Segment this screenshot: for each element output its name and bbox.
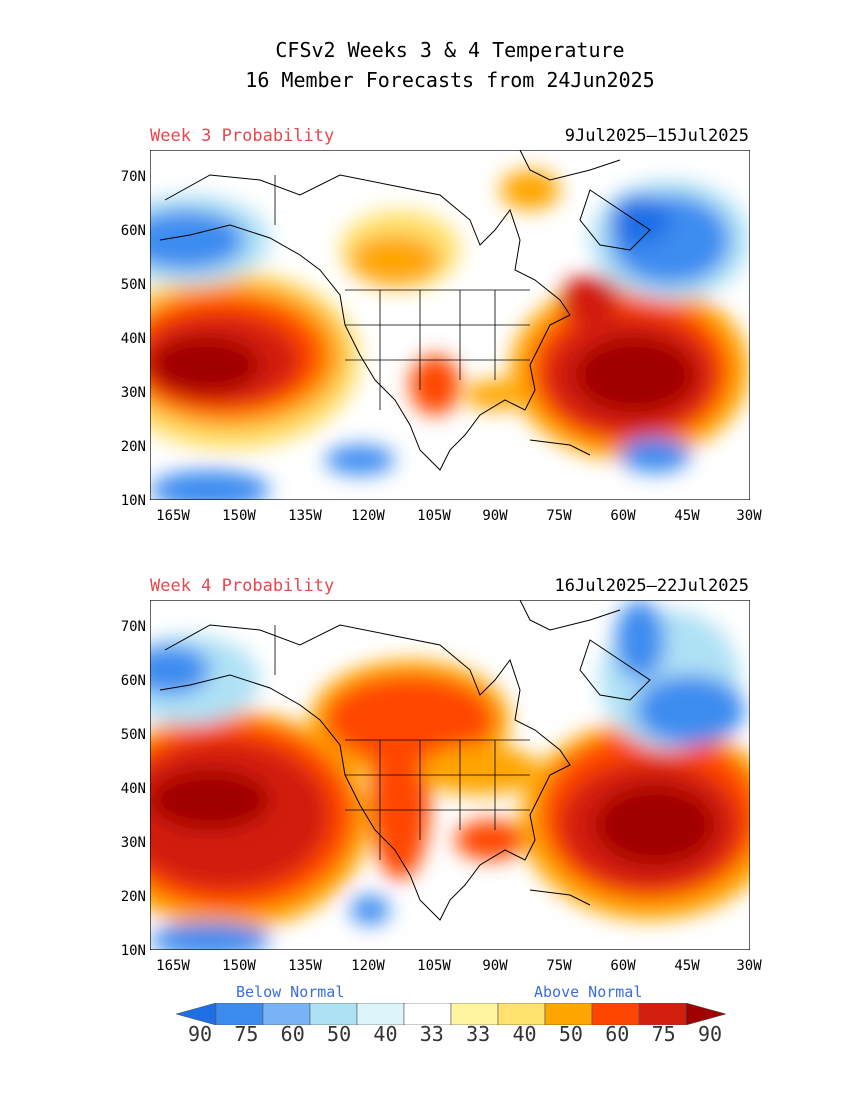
p1-lon-tick: 165W (156, 508, 190, 524)
p2-lat-tick: 20N (120, 889, 146, 905)
panel1-title: Week 3 Probability (150, 126, 335, 146)
p1-lon-tick: 90W (482, 508, 508, 524)
legend-tick-label: 60 (605, 1022, 630, 1046)
legend-tick-label: 50 (327, 1022, 352, 1046)
p1-lon-tick: 60W (610, 508, 636, 524)
p2-lon-tick: 60W (610, 958, 636, 974)
p1-lat-tick: 70N (120, 169, 146, 185)
p2-lat-tick: 60N (120, 673, 146, 689)
p1-lon-tick: 30W (736, 508, 762, 524)
p1-lat-tick: 60N (120, 223, 146, 239)
p1-lat-tick: 10N (120, 493, 146, 509)
p1-lat-tick: 40N (120, 331, 146, 347)
p1-lon-tick: 45W (674, 508, 700, 524)
p1-lon-tick: 150W (222, 508, 256, 524)
legend-tick-label: 75 (651, 1022, 676, 1046)
figure-title-line2: 16 Member Forecasts from 24Jun2025 (245, 68, 655, 92)
legend-tick-label: 75 (234, 1022, 259, 1046)
legend-colorbar (176, 1003, 726, 1025)
p2-lat-tick: 10N (120, 943, 146, 959)
week3-probability-map (150, 150, 750, 500)
legend-tick-label: 50 (558, 1022, 583, 1046)
legend-tick-label: 60 (280, 1022, 305, 1046)
p2-lat-tick: 30N (120, 835, 146, 851)
p1-lat-tick: 20N (120, 439, 146, 455)
legend-tick-label: 40 (512, 1022, 537, 1046)
week4-probability-map (150, 600, 750, 950)
legend-tick-label: 90 (187, 1022, 213, 1046)
p2-lon-tick: 45W (674, 958, 700, 974)
panel2-title: Week 4 Probability (150, 576, 335, 596)
p2-lon-tick: 90W (482, 958, 508, 974)
colorbar-segment (685, 1003, 726, 1025)
legend-tick-label: 90 (697, 1022, 723, 1046)
p1-lat-tick: 30N (120, 385, 146, 401)
p1-lon-tick: 105W (417, 508, 451, 524)
p2-lon-tick: 120W (351, 958, 385, 974)
p2-lat-tick: 70N (120, 619, 146, 635)
figure-title-line1: CFSv2 Weeks 3 & 4 Temperature (275, 38, 625, 62)
p2-lon-tick: 135W (288, 958, 322, 974)
p2-lon-tick: 150W (222, 958, 256, 974)
panel1-date-range: 9Jul2025‒15Jul2025 (564, 126, 749, 146)
legend-tick-label: 33 (466, 1022, 491, 1046)
p2-lon-tick: 105W (417, 958, 451, 974)
panel2-date-range: 16Jul2025‒22Jul2025 (554, 576, 749, 596)
p1-lon-tick: 135W (288, 508, 322, 524)
legend-tick-label: 33 (419, 1022, 444, 1046)
p1-lon-tick: 120W (351, 508, 385, 524)
p2-lon-tick: 30W (736, 958, 762, 974)
legend-tick-label: 40 (373, 1022, 398, 1046)
legend-below-normal-label: Below Normal (236, 983, 345, 1001)
p1-lon-tick: 75W (546, 508, 572, 524)
p2-lon-tick: 75W (546, 958, 572, 974)
p2-lat-tick: 50N (120, 727, 146, 743)
p2-lon-tick: 165W (156, 958, 190, 974)
legend-above-normal-label: Above Normal (534, 983, 643, 1001)
p2-lat-tick: 40N (120, 781, 146, 797)
p1-lat-tick: 50N (120, 277, 146, 293)
